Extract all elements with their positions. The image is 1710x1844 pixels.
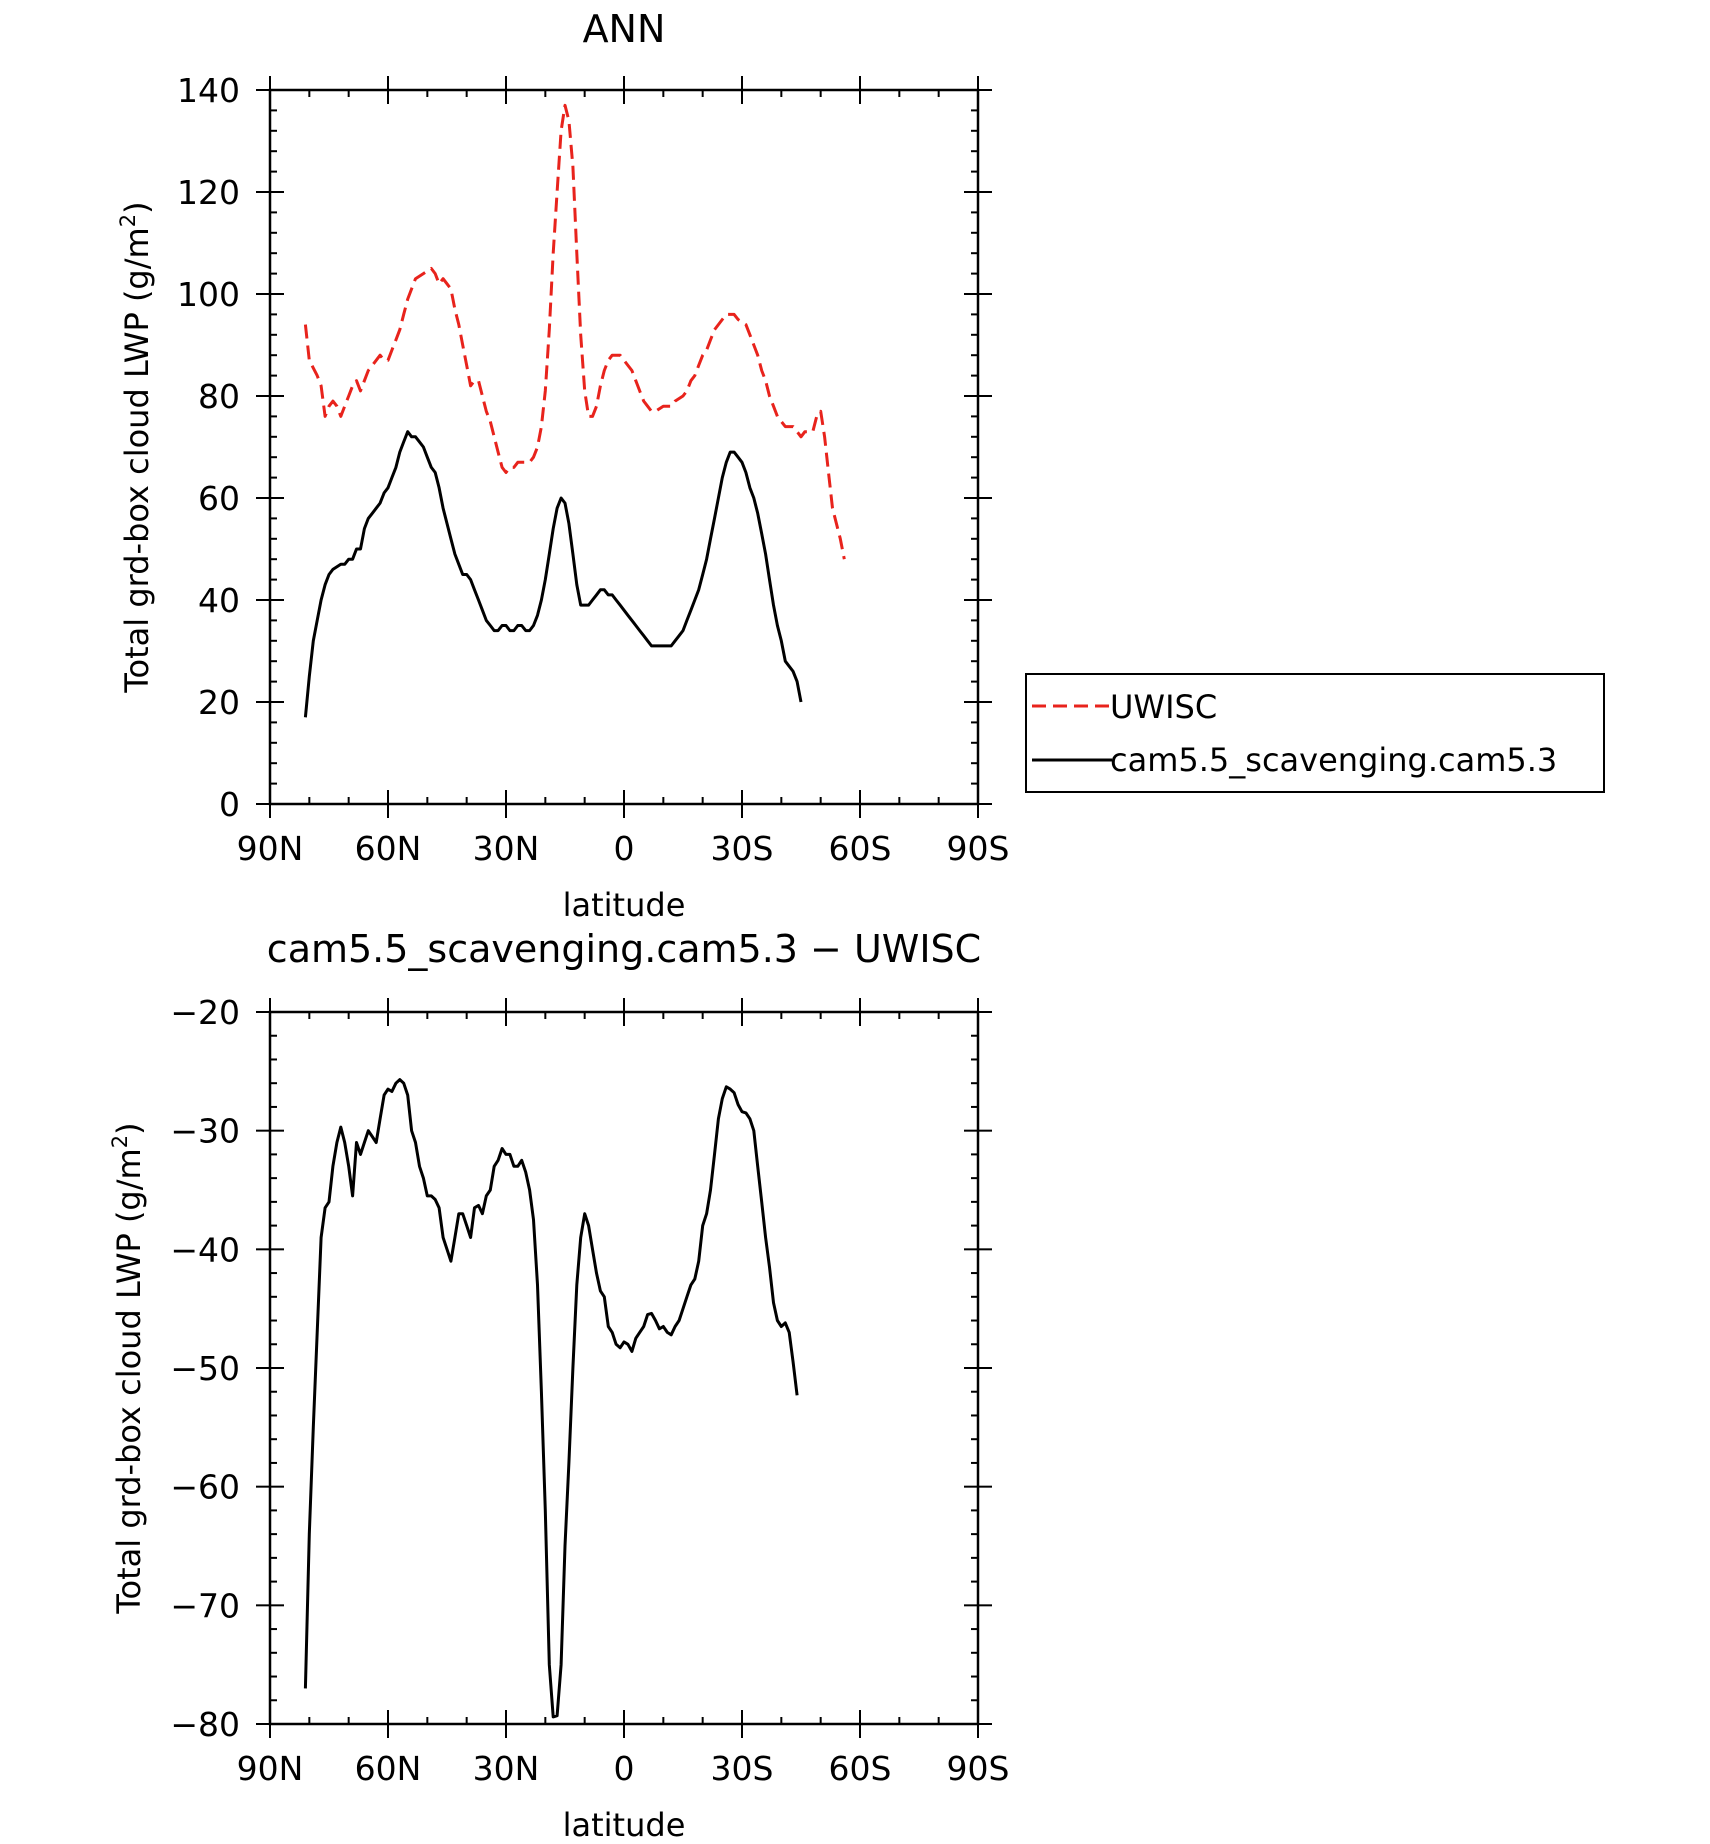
- y-tick-label: 80: [198, 377, 240, 416]
- y-tick-label: 0: [219, 785, 240, 824]
- x-tick-label: 0: [614, 1749, 635, 1788]
- legend: UWISC cam5.5_scavenging.cam5.3: [1025, 673, 1605, 793]
- y-tick-label: 60: [198, 479, 240, 518]
- panel-top-series: [303, 103, 846, 718]
- panel-top-title: ANN: [583, 7, 666, 51]
- panel-top-line-cam5-5-scavenging-cam5-3: [303, 430, 803, 718]
- x-tick-label: 60N: [355, 1749, 422, 1788]
- panel-bottom-plot-frame: [268, 1010, 980, 1726]
- y-tick-label: 120: [177, 173, 240, 212]
- y-tick-label: −40: [170, 1230, 240, 1269]
- panel-top-y-axis-label: Total grd-box cloud LWP (g/m2): [116, 201, 156, 693]
- panel-top-y-axis-label-close: ): [118, 201, 156, 213]
- panel-bottom-y-axis-label: Total grd-box cloud LWP (g/m2): [108, 1122, 148, 1614]
- y-tick-label: −60: [170, 1468, 240, 1507]
- x-tick-label: 60S: [829, 829, 892, 868]
- y-tick-label: 20: [198, 683, 240, 722]
- y-tick-label: −30: [170, 1112, 240, 1151]
- panel-bottom-series: [303, 1078, 799, 1719]
- panel-bottom-line-series-0: [303, 1078, 799, 1719]
- y-tick-label: −20: [170, 993, 240, 1032]
- panel-bottom: cam5.5_scavenging.cam5.3 − UWISC 90N 60N 3…: [108, 927, 1009, 1844]
- panel-bottom-y-axis-label-sup: 2: [108, 1135, 132, 1148]
- x-tick-label: 60N: [355, 829, 422, 868]
- panel-bottom-xtick-labels: 90N 60N 30N 0 30S 60S 90S: [237, 1749, 1010, 1788]
- panel-top-x-axis-label: latitude: [563, 886, 686, 924]
- y-tick-label: 140: [177, 71, 240, 110]
- panel-top-ytick-labels: 0 20 40 60 80 100 120 140: [177, 71, 240, 824]
- panel-top: ANN 90N 60N 30N 0 30S 60S 90S 0 20 40 60 80 100 120 1…: [116, 7, 1605, 924]
- x-tick-label: 60S: [829, 1749, 892, 1788]
- panel-top-plot-frame: [268, 88, 980, 806]
- x-tick-label: 90S: [947, 829, 1010, 868]
- panel-bottom-title: cam5.5_scavenging.cam5.3 − UWISC: [267, 927, 981, 971]
- legend-label-uwisc: UWISC: [1110, 688, 1217, 726]
- panel-top-line-uwisc: [303, 103, 846, 560]
- panel-bottom-x-axis-label: latitude: [563, 1806, 686, 1844]
- panel-top-xtick-labels: 90N 60N 30N 0 30S 60S 90S: [237, 829, 1010, 868]
- y-tick-label: −80: [170, 1705, 240, 1744]
- y-tick-label: 40: [198, 581, 240, 620]
- x-tick-label: 90N: [237, 1749, 304, 1788]
- x-tick-label: 0: [614, 829, 635, 868]
- panel-top-y-axis-label-sup: 2: [116, 214, 140, 227]
- panel-bottom-y-axis-label-close: ): [110, 1122, 148, 1134]
- y-tick-label: −50: [170, 1349, 240, 1388]
- x-tick-label: 90N: [237, 829, 304, 868]
- y-tick-label: 100: [177, 275, 240, 314]
- legend-box: [1025, 673, 1605, 793]
- x-tick-label: 30S: [711, 1749, 774, 1788]
- x-tick-label: 90S: [947, 1749, 1010, 1788]
- panel-top-y-axis-label-text: Total grd-box cloud LWP (g/m: [118, 227, 156, 693]
- panel-bottom-y-axis-label-text: Total grd-box cloud LWP (g/m: [110, 1148, 148, 1614]
- panel-bottom-ytick-labels: −80 −70 −60 −50 −40 −30 −20: [170, 993, 240, 1744]
- y-tick-label: −70: [170, 1586, 240, 1625]
- x-tick-label: 30S: [711, 829, 774, 868]
- x-tick-label: 30N: [473, 1749, 540, 1788]
- x-tick-label: 30N: [473, 829, 540, 868]
- legend-label-cam5: cam5.5_scavenging.cam5.3: [1110, 741, 1557, 779]
